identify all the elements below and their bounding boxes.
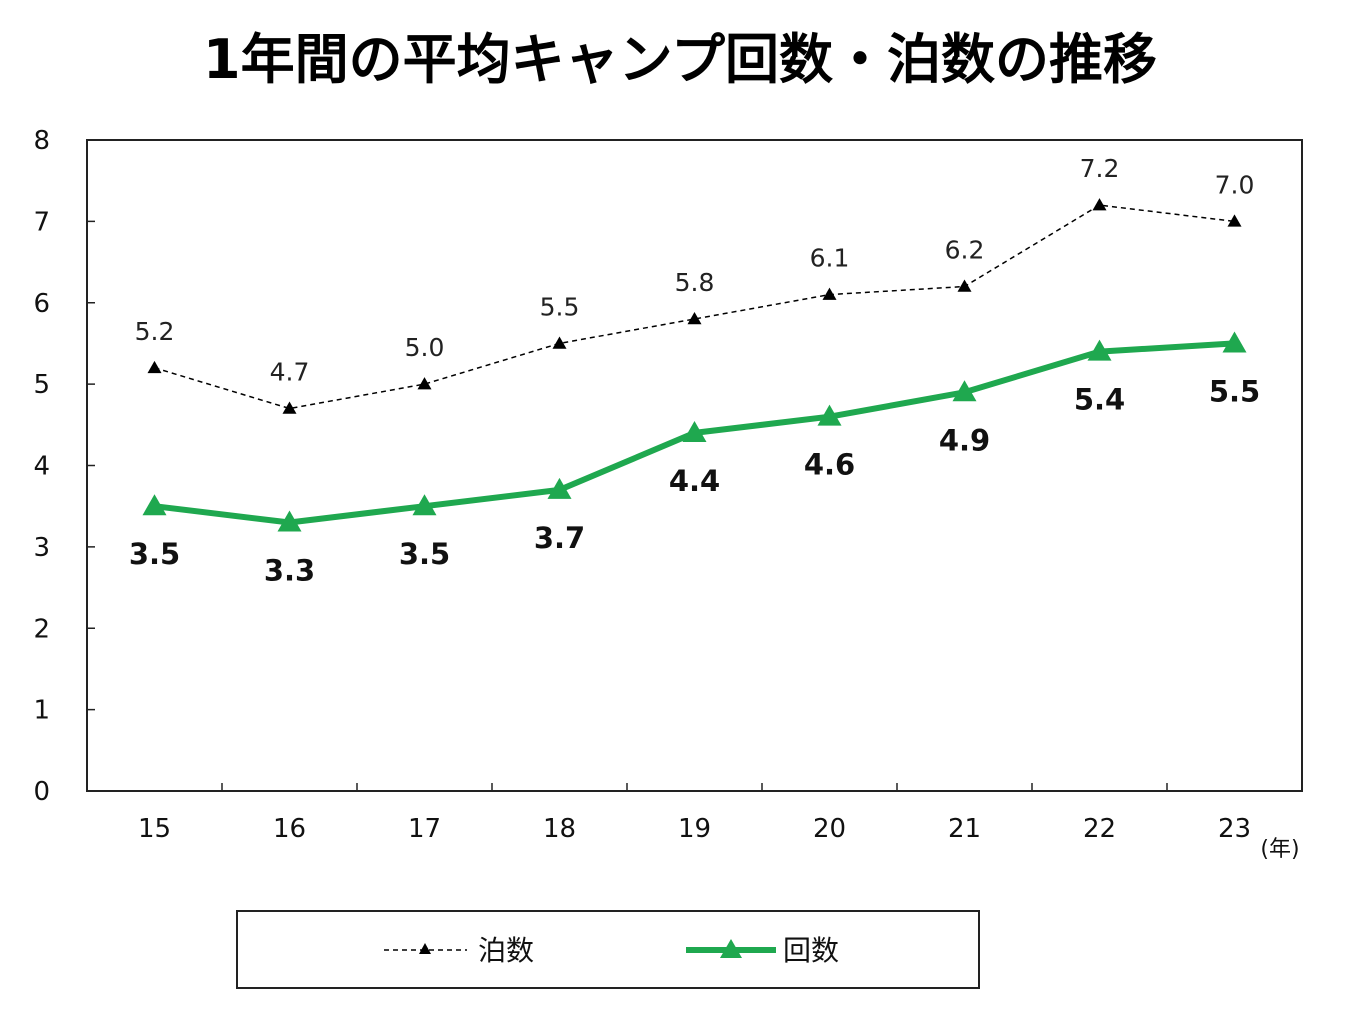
series-nights: 5.2 4.7 5.0 5.5 5.8 6.1 6.2 7.2 7.0 [135, 154, 1255, 414]
y-tick-label: 5 [33, 370, 50, 400]
x-tick-label: 19 [678, 814, 711, 844]
chart-title: 1年間の平均キャンプ回数・泊数の推移 [203, 28, 1157, 91]
data-label: 4.7 [270, 358, 310, 387]
x-tick-label: 20 [813, 814, 846, 844]
y-tick-label: 4 [33, 452, 50, 482]
data-label: 5.5 [1209, 374, 1260, 408]
data-label: 7.0 [1215, 170, 1255, 199]
data-point-marker [412, 494, 437, 516]
data-point-marker [822, 287, 837, 300]
x-tick-label: 23 [1218, 814, 1251, 844]
data-label: 5.8 [675, 268, 715, 297]
x-tick-label: 22 [1083, 814, 1116, 844]
data-label: 6.2 [945, 235, 985, 264]
data-point-marker [682, 420, 707, 442]
legend-nights-marker-icon [419, 943, 431, 954]
data-label: 4.4 [669, 464, 720, 498]
data-label: 3.5 [399, 537, 450, 571]
data-label: 6.1 [810, 244, 850, 273]
y-tick-label: 7 [33, 207, 50, 237]
y-tick-label: 1 [33, 696, 50, 726]
data-label: 3.7 [534, 521, 585, 555]
legend-count-marker-icon [720, 939, 742, 958]
data-point-marker [1092, 198, 1107, 211]
data-label: 7.2 [1080, 154, 1120, 183]
x-tick-label: 17 [408, 814, 441, 844]
data-point-marker [142, 494, 167, 516]
data-point-marker [957, 279, 972, 292]
legend-count-label: 回数 [783, 934, 839, 967]
x-axis-unit-label: (年) [1260, 837, 1299, 862]
data-label: 5.2 [135, 317, 175, 346]
data-point-marker [1222, 331, 1247, 353]
data-point-marker [547, 477, 572, 499]
data-point-marker [1227, 214, 1242, 227]
x-tick-label: 15 [138, 814, 171, 844]
y-tick-label: 6 [33, 289, 50, 319]
data-point-marker [552, 336, 567, 349]
legend-box [236, 910, 980, 989]
y-axis: 0 1 2 3 4 5 6 7 8 [33, 126, 95, 807]
x-tick-label: 18 [543, 814, 576, 844]
data-label: 3.5 [129, 537, 180, 571]
x-axis: 15 16 17 18 19 20 21 22 23 [138, 783, 1251, 844]
y-tick-label: 3 [33, 533, 50, 563]
y-tick-label: 2 [33, 614, 50, 644]
x-tick-label: 21 [948, 814, 981, 844]
legend: 泊数 回数 [236, 910, 980, 989]
y-tick-label: 0 [33, 777, 50, 807]
data-point-marker [687, 312, 702, 325]
data-label: 5.0 [405, 333, 445, 362]
data-label: 4.6 [804, 448, 855, 482]
data-point-marker [817, 404, 842, 426]
data-point-marker [282, 401, 297, 414]
series-count: 3.5 3.3 3.5 3.7 4.4 4.6 4.9 5.4 5.5 [129, 331, 1260, 587]
x-tick-label: 16 [273, 814, 306, 844]
data-point-marker [417, 377, 432, 390]
data-point-marker [1087, 339, 1112, 361]
data-label: 5.5 [540, 292, 580, 321]
data-point-marker [952, 380, 977, 402]
data-label: 3.3 [264, 553, 315, 587]
data-label: 5.4 [1074, 383, 1125, 417]
data-point-marker [147, 360, 162, 374]
y-tick-label: 8 [33, 126, 50, 156]
data-point-marker [277, 510, 302, 532]
legend-nights-label: 泊数 [478, 934, 534, 967]
series-layer: 5.2 4.7 5.0 5.5 5.8 6.1 6.2 7.2 7.0 3.5 3.3 3.5 3.7 4… [129, 154, 1260, 587]
series-line [154, 204, 1235, 410]
data-label: 4.9 [939, 423, 990, 457]
